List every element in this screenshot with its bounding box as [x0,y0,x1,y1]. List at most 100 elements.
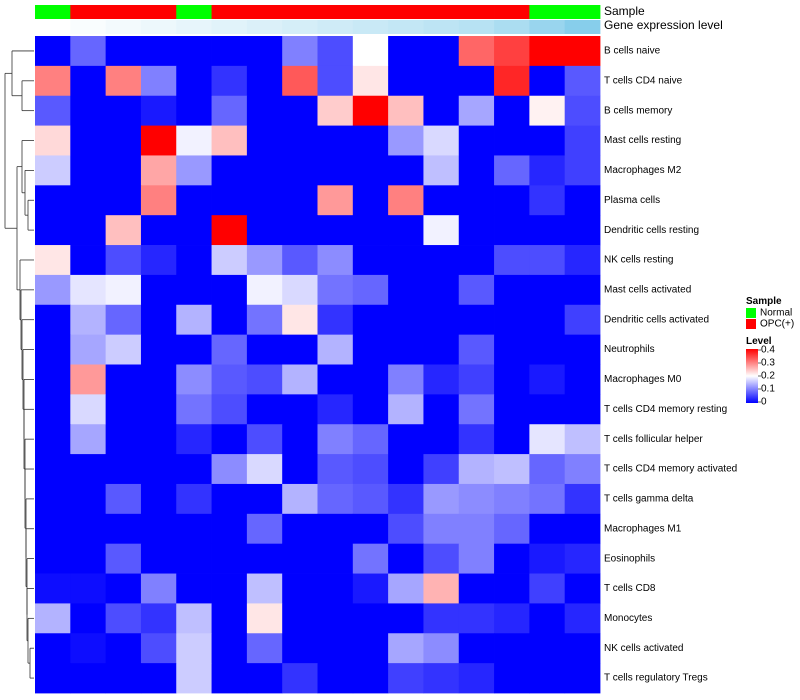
heatmap-cell [317,274,354,306]
expression-annotation-cell [317,20,354,34]
heatmap-cell [282,663,318,694]
expression-annotation-cell [35,20,71,34]
heatmap-cell [70,663,107,694]
heatmap-cell [564,36,601,67]
heatmap-cell [494,36,530,67]
heatmap-cell [176,394,212,425]
row-label: B cells memory [604,105,672,116]
level-tick-label: 0.3 [761,358,775,369]
row-dendrogram [4,50,34,679]
heatmap-cell [282,65,318,97]
heatmap-cell [388,603,424,634]
row-label: Monocytes [604,613,652,624]
heatmap-cell [70,543,107,574]
heatmap-cell [176,454,212,485]
heatmap-cell [140,543,177,574]
heatmap-cell [246,95,283,126]
row-label: T cells CD4 memory resting [604,404,727,415]
heatmap-cell [423,483,460,515]
heatmap-cell [352,394,389,425]
heatmap-cell [211,573,248,604]
heatmap-cell [529,95,566,126]
heatmap-cell [388,424,424,455]
heatmap-cell [423,454,460,485]
heatmap-cell [35,95,71,126]
heatmap-cell [494,364,530,395]
heatmap-cell [140,125,177,156]
heatmap-cell [317,185,354,216]
row-label: NK cells resting [604,255,673,266]
heatmap-cell [176,334,212,365]
row-label: Neutrophils [604,344,655,355]
heatmap-cell [423,663,460,694]
heatmap-cell [211,364,248,395]
heatmap-cell [564,633,601,664]
heatmap-cell [211,125,248,156]
heatmap-cell [246,663,283,694]
level-ticks: 0.4 0.3 0.2 0.1 0 [758,345,775,408]
heatmap-cell [529,364,566,395]
sample-annotation-cell [35,5,71,19]
heatmap-cell [423,245,460,276]
heatmap-cell [282,483,318,515]
heatmap-cell [140,334,177,365]
heatmap-cell [529,185,566,216]
heatmap-cell [140,215,177,246]
expression-annotation-cell [529,20,566,34]
sample-annotation-cell [458,5,495,19]
heatmap-cell [140,36,177,67]
heatmap-cell [105,125,142,156]
heatmap-cell [494,573,530,604]
expression-annotation-cell [564,20,601,34]
level-legend-title: Level [746,336,772,347]
heatmap-cell [282,334,318,365]
heatmap-cell [458,185,495,216]
heatmap-cell [70,245,107,276]
level-tick-label: 0.2 [761,371,775,382]
heatmap-cell [176,304,212,336]
heatmap-cell [317,394,354,425]
heatmap-cell [423,424,460,455]
heatmap-cell [246,543,283,574]
heatmap-cell [317,65,354,97]
heatmap-cell [35,513,71,545]
heatmap-cell [564,304,601,336]
sample-annotation-cell [494,5,530,19]
heatmap-cell [423,95,460,126]
heatmap-cell [211,215,248,246]
heatmap-cell [35,543,71,574]
heatmap-cell [211,454,248,485]
heatmap-cell [388,65,424,97]
expression-annotation-cell [282,20,318,34]
heatmap-cell [352,274,389,306]
heatmap-cell [564,513,601,545]
heatmap-cell [282,424,318,455]
heatmap-cell [211,483,248,515]
heatmap-cell [105,663,142,694]
heatmap-cell [105,185,142,216]
heatmap-cell [388,215,424,246]
heatmap-cell [35,65,71,97]
heatmap-cell [529,483,566,515]
heatmap-cell [282,603,318,634]
heatmap-cell [352,364,389,395]
heatmap-cell [35,125,71,156]
heatmap-cell [105,573,142,604]
expression-annotation-cell [140,20,177,34]
heatmap-cell [564,394,601,425]
heatmap-cell [246,36,283,67]
heatmap-cell [494,334,530,365]
heatmap-cell [35,394,71,425]
heatmap-cell [388,245,424,276]
heatmap-cell [388,125,424,156]
heatmap-cell [388,513,424,545]
heatmap-cell [388,394,424,425]
heatmap-cell [388,364,424,395]
heatmap-cell [458,274,495,306]
heatmap-cell [246,304,283,336]
heatmap-cell [282,394,318,425]
heatmap-cell [388,543,424,574]
heatmap-cell [317,483,354,515]
heatmap-cell [246,125,283,156]
heatmap-cell [176,543,212,574]
